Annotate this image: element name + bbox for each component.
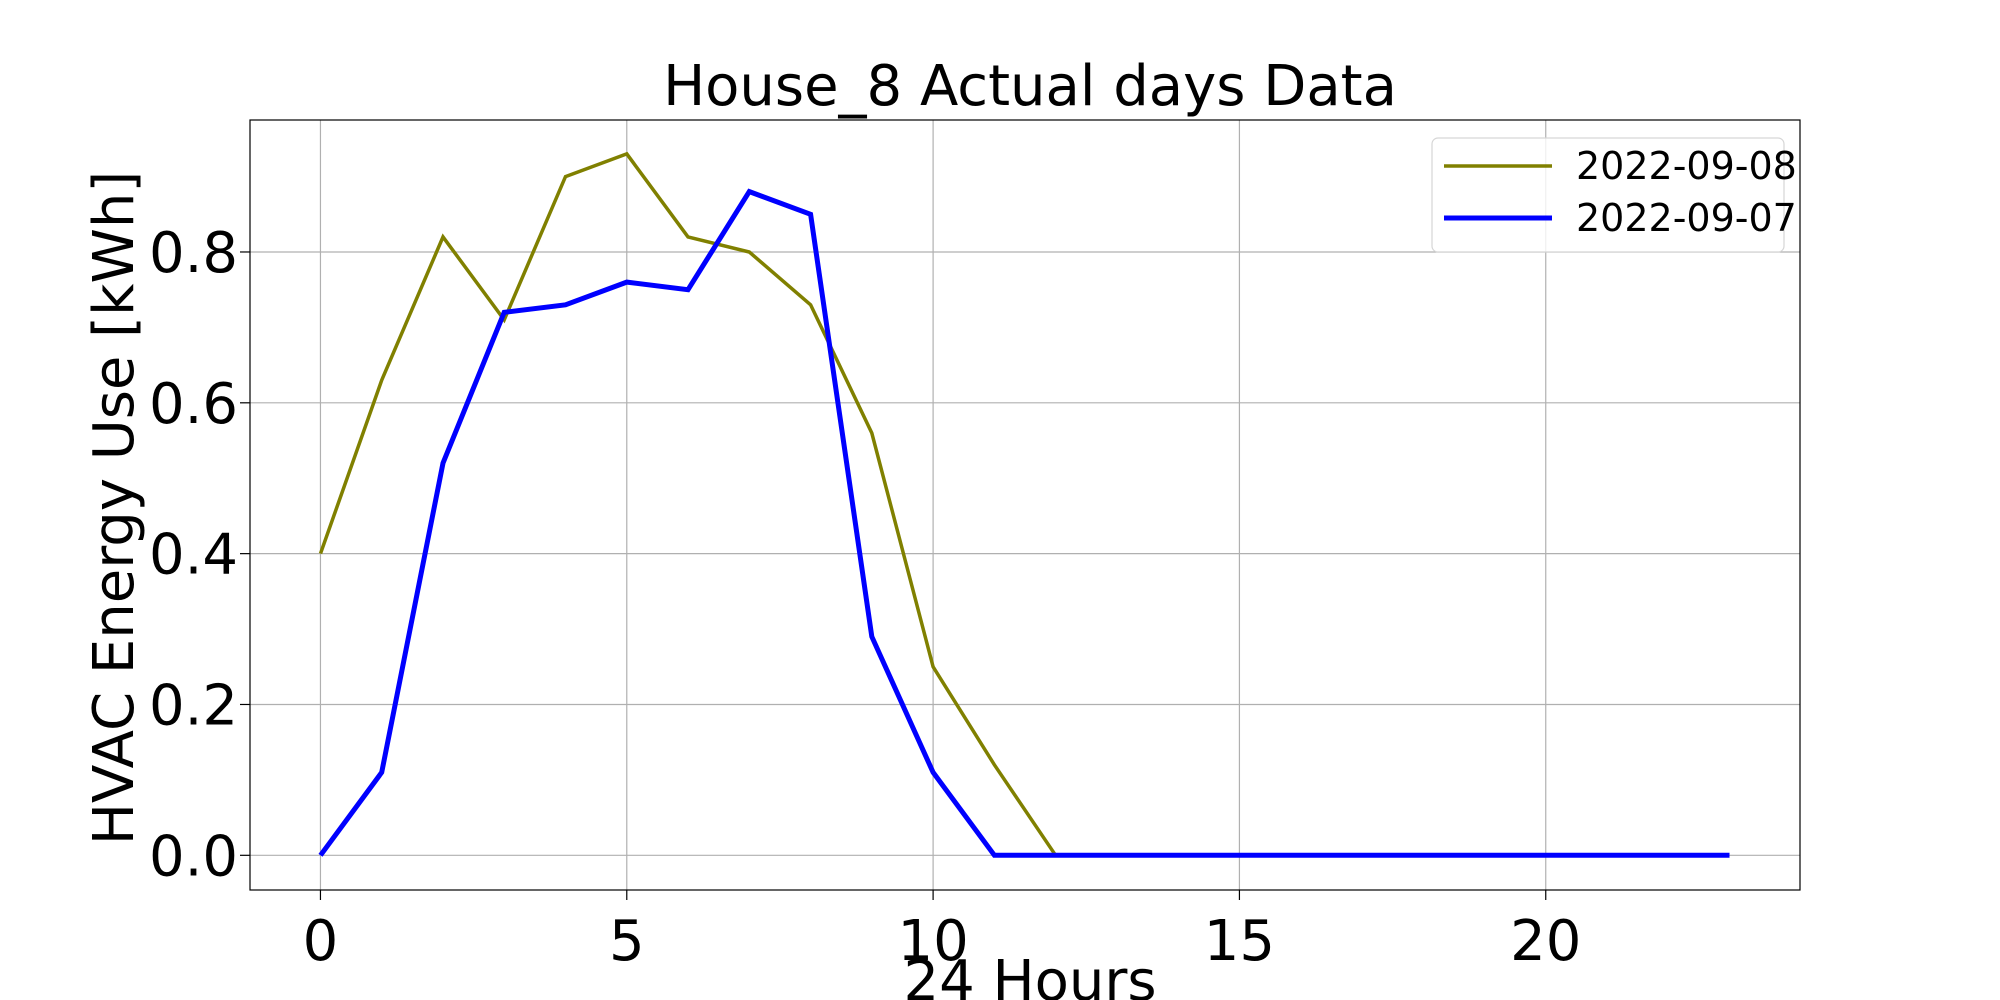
y-axis-label: HVAC Energy Use [kWh] [82,171,147,845]
x-tick-label: 20 [1510,909,1581,974]
y-tick-label: 0.0 [149,824,238,889]
x-axis-ticks: 0 5 10 15 20 [303,890,1581,974]
x-tick-label: 10 [897,909,968,974]
y-tick-label: 0.4 [149,523,238,588]
legend-label: 2022-09-08 [1576,144,1797,188]
legend: 2022-09-08 2022-09-07 [1431,137,1797,253]
chart-title: House_8 Actual days Data [663,54,1397,119]
x-axis-label: 24 Hours [903,949,1156,1000]
x-tick-label: 5 [609,909,645,974]
y-tick-label: 0.2 [149,673,238,738]
series-line-2022-09-07 [318,188,1730,858]
y-axis-ticks: 0.0 0.2 0.4 0.6 0.8 [149,221,250,889]
plot-frame [249,119,1801,891]
series-lines [318,151,1730,858]
y-tick-label: 0.6 [149,372,238,437]
y-tick-label: 0.8 [149,221,238,286]
x-tick-label: 15 [1204,909,1275,974]
series-line-2022-09-08 [318,151,1058,857]
legend-label: 2022-09-07 [1576,196,1797,240]
x-tick-label: 0 [303,909,339,974]
